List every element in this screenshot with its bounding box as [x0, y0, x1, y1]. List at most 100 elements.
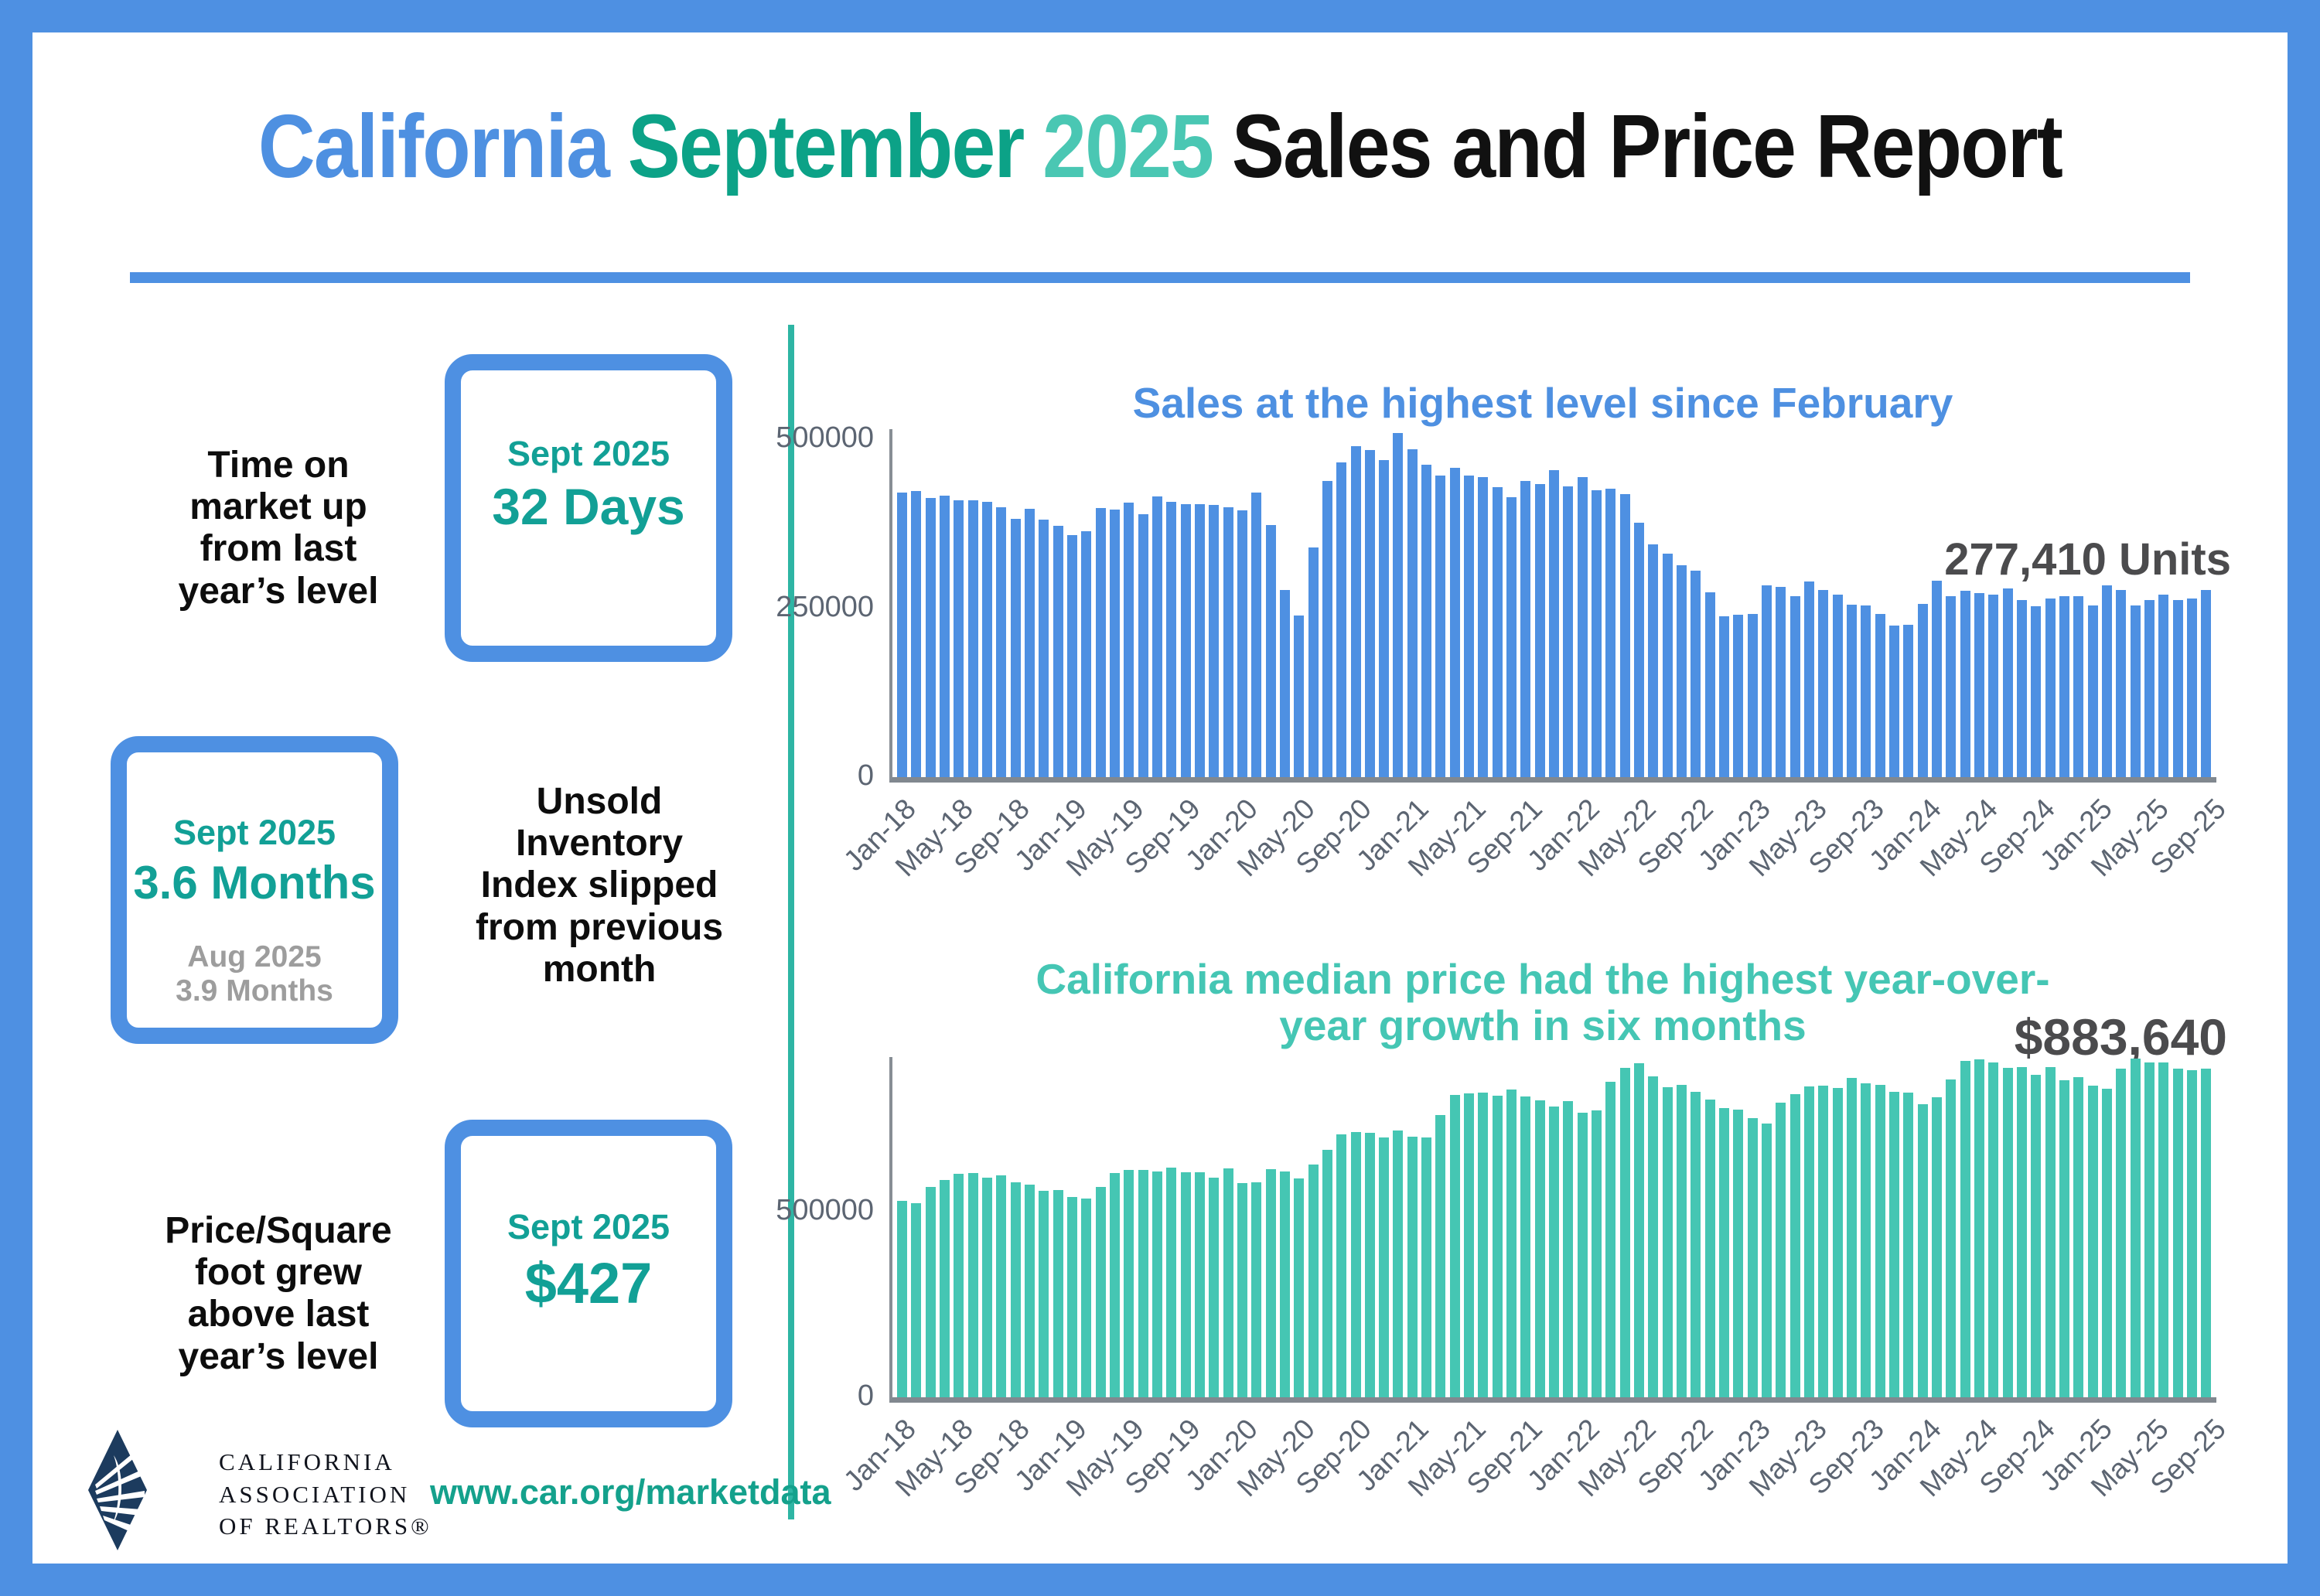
bar-Jul-18 [981, 502, 992, 777]
bar-Jul-24 [2002, 1068, 2013, 1397]
y-tick-label: 500000 [776, 421, 874, 455]
bar-Mar-19 [1095, 508, 1106, 777]
bar-Jan-20 [1237, 1183, 1247, 1397]
bar-Nov-23 [1888, 1092, 1899, 1397]
bar-Aug-21 [1506, 497, 1517, 777]
market-data-url: www.car.org/marketdata [430, 1472, 831, 1512]
bar-Jan-23 [1747, 1118, 1758, 1397]
bar-Sep-19 [1180, 504, 1191, 777]
bar-May-19 [1124, 503, 1134, 777]
bar-Aug-23 [1846, 605, 1857, 777]
bar-Dec-19 [1223, 507, 1233, 777]
y-tick-label: 0 [857, 759, 874, 792]
bar-Nov-24 [2059, 1080, 2069, 1397]
bar-Dec-18 [1053, 526, 1063, 777]
stat-period: Sept 2025 [507, 434, 670, 473]
bar-Nov-20 [1379, 1137, 1390, 1397]
bar-Feb-18 [911, 1203, 922, 1397]
bar-Sep-21 [1520, 1096, 1531, 1397]
bar-Feb-20 [1251, 1182, 1262, 1397]
bar-Aug-19 [1166, 502, 1177, 777]
bar-Jun-19 [1138, 1170, 1148, 1397]
bar-Mar-20 [1265, 1169, 1276, 1397]
bar-Apr-18 [939, 1180, 950, 1397]
unsold-inventory-label: Unsold Inventory Index slipped from prev… [475, 781, 724, 990]
bar-Nov-22 [1719, 1108, 1730, 1397]
bar-Sep-20 [1350, 1132, 1361, 1397]
page-title-word-california: California [258, 96, 610, 196]
bar-Nov-18 [1039, 1191, 1049, 1397]
bar-Mar-20 [1265, 525, 1276, 777]
price-per-sqft-label: Price/Square foot grew above last year’s… [165, 1210, 392, 1377]
bar-Aug-23 [1846, 1078, 1857, 1397]
bar-Jun-21 [1478, 477, 1489, 777]
bar-Jan-19 [1066, 535, 1077, 777]
bar-Jul-21 [1492, 487, 1503, 777]
bar-Sep-21 [1520, 481, 1531, 777]
page-title-word-report: Sales and Price Report [1231, 96, 2063, 196]
bar-Feb-19 [1081, 1199, 1092, 1397]
bar-Mar-24 [1946, 596, 1957, 777]
y-tick-label: 250000 [776, 590, 874, 623]
bar-Dec-20 [1393, 1130, 1404, 1397]
bar-Jun-25 [2158, 595, 2169, 777]
bar-Jan-23 [1747, 614, 1758, 777]
vertical-divider [788, 325, 794, 1519]
bar-Jul-23 [1832, 595, 1843, 777]
bar-Apr-25 [2130, 1059, 2141, 1397]
bar-Apr-19 [1109, 510, 1120, 777]
bar-May-25 [2144, 1062, 2155, 1397]
bar-May-21 [1464, 1093, 1475, 1397]
bar-Jul-19 [1151, 496, 1162, 777]
bar-Feb-24 [1931, 581, 1942, 777]
bar-Aug-20 [1336, 462, 1347, 777]
bar-Jan-20 [1237, 510, 1247, 777]
stat-value: 3.6 Months [133, 857, 376, 909]
median-price-chart: California median price had the highest … [776, 916, 2243, 1543]
bar-Jul-24 [2002, 588, 2013, 777]
bar-Jun-20 [1308, 547, 1319, 777]
bar-May-24 [1974, 593, 1984, 777]
bar-Nov-21 [1549, 470, 1560, 777]
bar-May-18 [954, 1174, 964, 1397]
bar-Aug-19 [1166, 1168, 1177, 1397]
bar-May-22 [1634, 1063, 1645, 1397]
bar-Oct-19 [1194, 1172, 1205, 1397]
bar-Sep-19 [1180, 1172, 1191, 1397]
bar-May-18 [954, 500, 964, 777]
bar-Aug-25 [2186, 598, 2197, 777]
bar-Apr-24 [1960, 591, 1970, 777]
sales-chart: Sales at the highest level since Februar… [776, 340, 2243, 916]
bar-Jun-24 [1988, 1062, 1999, 1397]
bar-Sep-25 [2201, 590, 2212, 777]
bar-Apr-22 [1619, 1068, 1630, 1397]
bar-Aug-18 [996, 507, 1007, 777]
bar-Jan-25 [2087, 1086, 2098, 1397]
bar-Feb-21 [1421, 465, 1432, 777]
bar-Jan-19 [1066, 1197, 1077, 1397]
unsold-inventory-stat-box: Sept 2025 3.6 Months Aug 2025 3.9 Months [111, 736, 398, 1044]
y-tick-label: 500000 [776, 1193, 874, 1226]
sales-annotation: 277,410 Units [1944, 534, 2231, 585]
bar-Aug-18 [996, 1175, 1007, 1397]
bar-Aug-20 [1336, 1134, 1347, 1397]
bar-Mar-25 [2116, 1069, 2127, 1397]
bar-Sep-25 [2201, 1069, 2212, 1397]
bar-Dec-21 [1563, 1101, 1574, 1397]
bar-Jan-21 [1407, 449, 1418, 777]
bar-Apr-25 [2130, 605, 2141, 777]
bar-May-20 [1294, 616, 1305, 777]
bar-Oct-21 [1534, 1100, 1545, 1397]
bar-Jun-20 [1308, 1165, 1319, 1397]
bar-Jul-19 [1151, 1171, 1162, 1397]
bar-Jan-18 [897, 493, 907, 777]
bar-Dec-21 [1563, 486, 1574, 777]
bar-Aug-21 [1506, 1090, 1517, 1397]
bar-Feb-25 [2101, 585, 2112, 777]
bar-Sep-18 [1010, 519, 1021, 777]
sales-plot-area: 500000 250000 0 Jan-18 May-18 Sep-18 Jan-19 May… [776, 421, 2232, 882]
bar-Jul-23 [1832, 1088, 1843, 1397]
organization-name: CALIFORNIA ASSOCIATION OF REALTORS® [219, 1446, 432, 1543]
bar-Apr-22 [1619, 494, 1630, 777]
